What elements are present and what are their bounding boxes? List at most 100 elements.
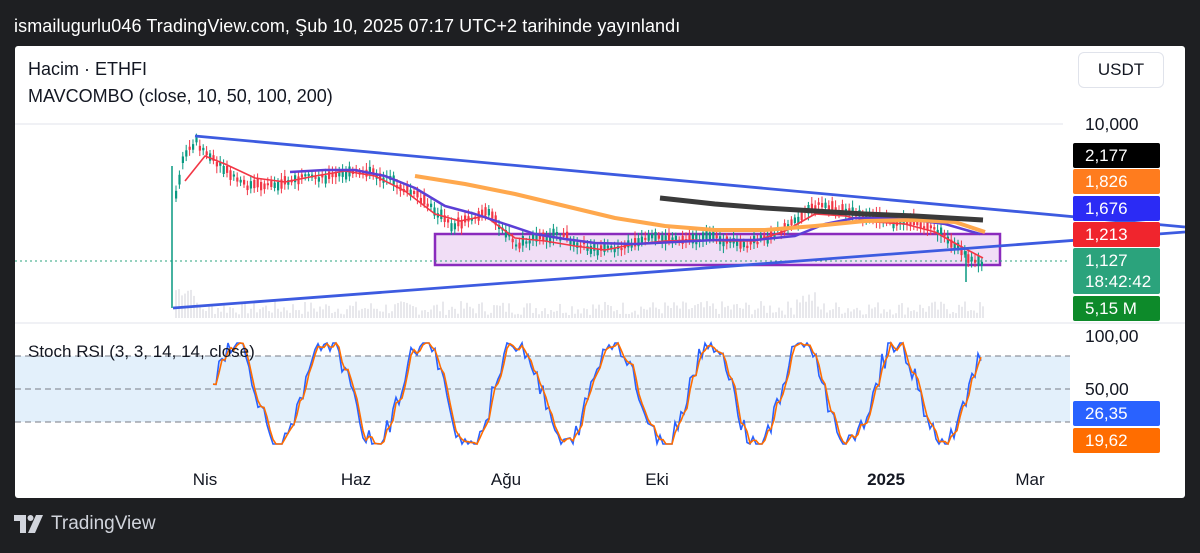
volume-bar (967, 311, 969, 318)
volume-bar (511, 312, 513, 318)
volume-bar (952, 312, 954, 318)
volume-bar (463, 308, 465, 318)
ma100-line (414, 174, 986, 234)
volume-bar (526, 303, 528, 318)
volume-bar (943, 303, 945, 318)
volume-bar (586, 309, 588, 318)
candle-body (712, 231, 715, 240)
candle-body (848, 208, 851, 212)
volume-bar (424, 309, 426, 318)
candle-body (742, 241, 745, 248)
volume-bar (319, 306, 321, 318)
volume-bar (214, 313, 216, 318)
volume-bar (244, 301, 246, 318)
candle-body (702, 232, 705, 242)
volume-bar (964, 301, 966, 318)
candle-body (481, 209, 484, 217)
volume-bar (976, 312, 978, 318)
candle-body (739, 239, 742, 249)
candle-body (756, 241, 759, 245)
candle-body (963, 251, 966, 255)
volume-bar (433, 305, 435, 318)
volume-bar (589, 314, 591, 318)
candle-body (552, 228, 555, 239)
currency-button[interactable]: USDT (1078, 52, 1164, 88)
volume-bar (268, 311, 270, 318)
candle-body (790, 219, 793, 226)
candle-body (674, 235, 677, 242)
volume-bar (940, 301, 942, 318)
candle-body (770, 229, 773, 238)
candle-body (555, 232, 558, 235)
volume-bar (427, 311, 429, 318)
volume-bar (232, 308, 234, 318)
ma50-line (289, 168, 981, 246)
candle-body (491, 211, 494, 219)
volume-bar (451, 306, 453, 318)
volume-bar (925, 311, 927, 318)
chart-canvas[interactable] (15, 46, 1185, 498)
footer-brand[interactable]: TradingView (14, 513, 156, 535)
volume-bar (436, 304, 438, 318)
volume-bar (301, 313, 303, 318)
volume-bar (568, 314, 570, 318)
volume-bar (397, 302, 399, 318)
volume-bar (625, 313, 627, 318)
candle-body (613, 248, 616, 253)
volume-bar (493, 305, 495, 318)
candle-body (926, 220, 929, 231)
candle-body (773, 234, 776, 238)
volume-bar (817, 306, 819, 318)
candle-body (409, 189, 412, 197)
candle-body (817, 202, 820, 205)
volume-bar (343, 314, 345, 318)
volume-bar (622, 302, 624, 318)
volume-legend: Hacim · ETHFI (28, 59, 147, 79)
volume-bar (778, 307, 780, 318)
volume-bar (700, 302, 702, 318)
volume-bar (655, 307, 657, 318)
volume-bar (865, 314, 867, 318)
stoch-tick-50: 50,00 (1085, 379, 1129, 399)
volume-bar (187, 290, 189, 318)
volume-bar (331, 313, 333, 318)
candle-body (586, 246, 589, 251)
volume-bar (421, 310, 423, 318)
time-tick-label: Haz (340, 470, 372, 489)
candle-body (260, 182, 263, 191)
candle-body (936, 229, 939, 235)
volume-bar (682, 301, 684, 318)
volume-bar (370, 303, 372, 318)
volume-bar (205, 311, 207, 318)
candle-body (953, 243, 956, 250)
volume-bar (178, 289, 180, 318)
volume-bar (598, 304, 600, 318)
volume-bar (916, 311, 918, 318)
volume-bar (646, 309, 648, 318)
candle-body (916, 221, 919, 226)
volume-bar (265, 305, 267, 318)
stoch-tick-100: 100,00 (1085, 326, 1139, 346)
chart-card[interactable]: Hacim · ETHFI MAVCOMBO (close, 10, 50, 1… (15, 46, 1185, 498)
volume-bar (781, 310, 783, 318)
volume-bar (199, 306, 201, 318)
candle-body (515, 244, 518, 247)
volume-bar (694, 305, 696, 318)
candle-body (338, 172, 341, 177)
candle-body (426, 203, 429, 207)
volume-bar (415, 307, 417, 318)
candle-body (783, 223, 786, 230)
candle-body (610, 246, 613, 250)
time-tick-label: 2025 (867, 470, 905, 489)
volume-bar (946, 309, 948, 318)
volume-bar (400, 301, 402, 318)
candle-body (596, 248, 599, 256)
volume-bar (337, 308, 339, 318)
volume-bar (658, 309, 660, 318)
volume-bar (490, 312, 492, 318)
volume-bar (928, 306, 930, 318)
volume-bar (904, 314, 906, 318)
volume-bar (532, 312, 534, 318)
volume-bar (208, 304, 210, 318)
candle-body (181, 156, 184, 164)
